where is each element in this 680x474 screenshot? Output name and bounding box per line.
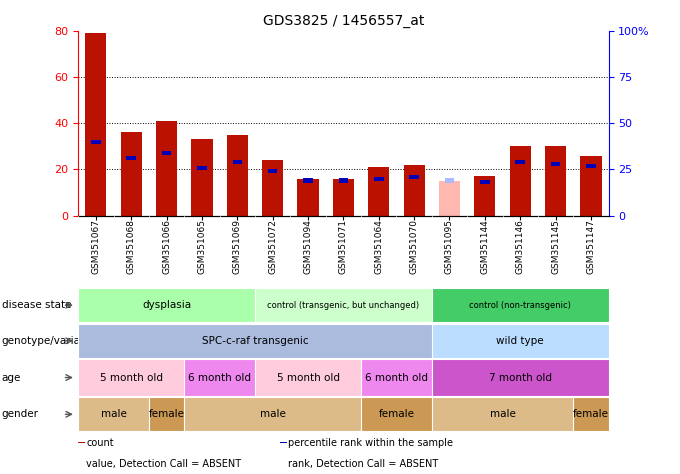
Bar <box>162 151 171 155</box>
Bar <box>197 165 207 170</box>
Text: male: male <box>101 409 126 419</box>
Bar <box>91 140 101 144</box>
Bar <box>297 179 319 216</box>
Text: dysplasia: dysplasia <box>142 300 191 310</box>
Bar <box>515 160 525 164</box>
Text: GSM351144: GSM351144 <box>480 219 490 274</box>
Text: rank, Detection Call = ABSENT: rank, Detection Call = ABSENT <box>288 459 438 469</box>
Text: value, Detection Call = ABSENT: value, Detection Call = ABSENT <box>86 459 241 469</box>
Text: age: age <box>1 373 21 383</box>
Bar <box>156 121 177 216</box>
Text: control (non-transgenic): control (non-transgenic) <box>469 301 571 310</box>
Bar <box>85 33 107 216</box>
Text: male: male <box>490 409 515 419</box>
Text: 6 month old: 6 month old <box>188 373 251 383</box>
Bar <box>78 464 85 465</box>
Text: 5 month old: 5 month old <box>277 373 339 383</box>
Text: SPC-c-raf transgenic: SPC-c-raf transgenic <box>202 336 308 346</box>
Text: GSM351068: GSM351068 <box>126 219 136 274</box>
Text: 7 month old: 7 month old <box>489 373 551 383</box>
Bar <box>374 177 384 181</box>
Bar <box>439 181 460 216</box>
Bar <box>480 180 490 184</box>
Text: female: female <box>379 409 414 419</box>
Text: 6 month old: 6 month old <box>365 373 428 383</box>
Bar <box>233 160 242 164</box>
Bar <box>279 442 287 443</box>
Text: GSM351064: GSM351064 <box>374 219 384 274</box>
Text: genotype/variation: genotype/variation <box>1 336 101 346</box>
Title: GDS3825 / 1456557_at: GDS3825 / 1456557_at <box>262 14 424 28</box>
Text: percentile rank within the sample: percentile rank within the sample <box>288 438 453 447</box>
Bar <box>339 179 348 182</box>
Text: male: male <box>260 409 286 419</box>
Text: GSM351094: GSM351094 <box>303 219 313 274</box>
Bar <box>580 155 602 216</box>
Text: GSM351069: GSM351069 <box>233 219 242 274</box>
Bar <box>268 169 277 173</box>
Bar <box>409 175 419 179</box>
Bar <box>445 179 454 182</box>
Bar <box>586 164 596 168</box>
Bar <box>545 146 566 216</box>
Text: female: female <box>149 409 184 419</box>
Bar <box>509 146 531 216</box>
Bar <box>126 156 136 160</box>
Bar <box>226 135 248 216</box>
Bar <box>191 139 213 216</box>
Text: GSM351071: GSM351071 <box>339 219 348 274</box>
Text: GSM351070: GSM351070 <box>409 219 419 274</box>
Text: wild type: wild type <box>496 336 544 346</box>
Text: gender: gender <box>1 409 39 419</box>
Text: control (transgenic, but unchanged): control (transgenic, but unchanged) <box>267 301 420 310</box>
Text: GSM351095: GSM351095 <box>445 219 454 274</box>
Text: GSM351146: GSM351146 <box>515 219 525 274</box>
Text: GSM351067: GSM351067 <box>91 219 101 274</box>
Text: GSM351147: GSM351147 <box>586 219 596 274</box>
Text: GSM351072: GSM351072 <box>268 219 277 274</box>
Bar <box>551 162 560 166</box>
Bar <box>78 442 85 443</box>
Text: 5 month old: 5 month old <box>100 373 163 383</box>
Text: disease state: disease state <box>1 300 71 310</box>
Bar <box>403 165 425 216</box>
Bar <box>262 160 284 216</box>
Bar <box>120 132 142 216</box>
Text: count: count <box>86 438 114 447</box>
Bar <box>279 464 287 465</box>
Text: GSM351145: GSM351145 <box>551 219 560 274</box>
Text: female: female <box>573 409 609 419</box>
Bar <box>333 179 354 216</box>
Text: GSM351065: GSM351065 <box>197 219 207 274</box>
Bar <box>368 167 390 216</box>
Text: GSM351066: GSM351066 <box>162 219 171 274</box>
Bar <box>474 176 496 216</box>
Bar <box>303 179 313 182</box>
